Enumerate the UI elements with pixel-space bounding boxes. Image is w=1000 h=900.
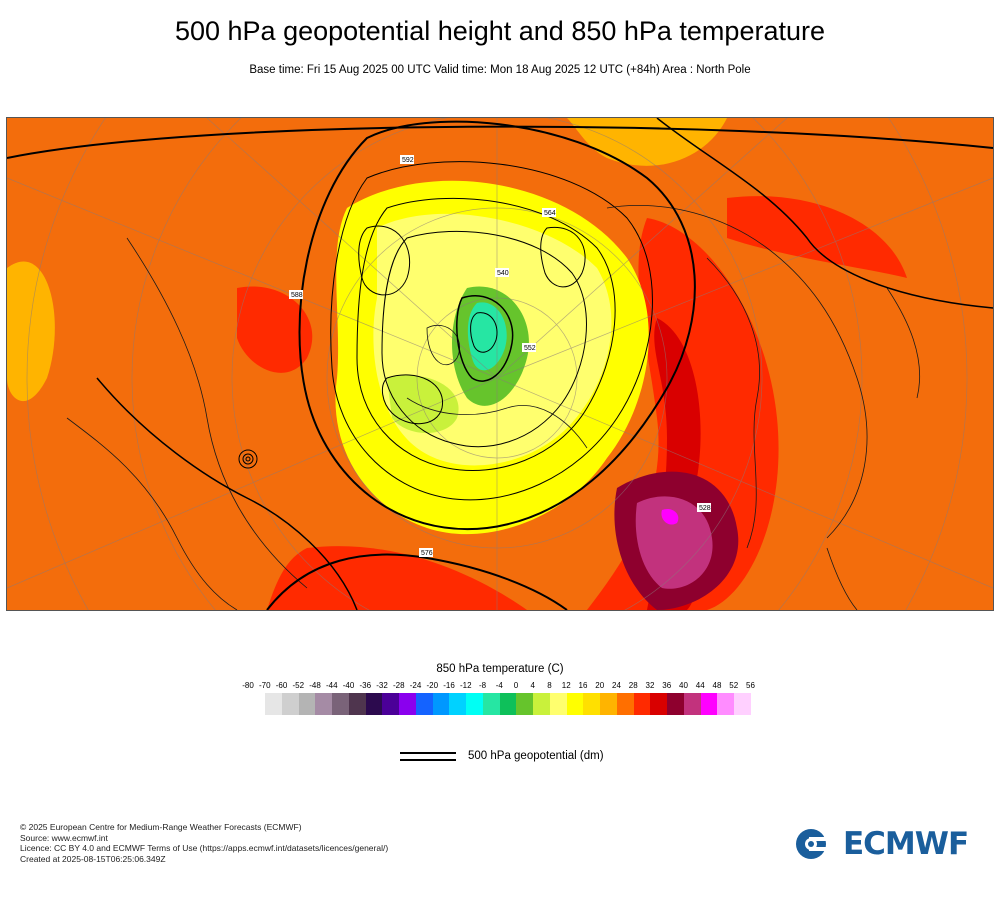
legend-swatch xyxy=(650,693,667,715)
legend-tick-label: 16 xyxy=(578,681,588,690)
legend-tick-label: -4 xyxy=(495,681,503,690)
legend-swatch xyxy=(482,693,500,715)
geopotential-contours xyxy=(7,118,993,610)
legend-swatch xyxy=(499,693,517,715)
hot-zone-west xyxy=(237,286,313,373)
legend-swatch xyxy=(281,693,299,715)
chart-title: 500 hPa geopotential height and 850 hPa … xyxy=(174,16,825,46)
legend-tick-label: 4 xyxy=(530,681,535,690)
legend-swatch xyxy=(549,693,567,715)
legend-swatch xyxy=(616,693,634,715)
legend-tick-label: 44 xyxy=(695,681,705,690)
contour-label: 540 xyxy=(497,270,509,277)
credits: © 2025 European Centre for Medium-Range … xyxy=(20,822,388,864)
geopotential-legend: 500 hPa geopotential (dm) xyxy=(400,747,604,765)
forecast-map: 592 588 576 564 552 540 528 xyxy=(6,117,994,611)
chart-subtitle: Base time: Fri 15 Aug 2025 00 UTC Valid … xyxy=(249,64,751,76)
legend-tick-label: 36 xyxy=(662,681,672,690)
legend-swatch xyxy=(583,693,600,715)
legend-swatch xyxy=(415,693,433,715)
legend-swatch xyxy=(348,693,366,715)
warm-field-yellow-west xyxy=(7,261,55,402)
legend-tick-label: -80 xyxy=(242,681,254,690)
legend-tick-label: 24 xyxy=(612,681,621,690)
legend-swatch xyxy=(717,693,734,715)
legend-tick-label: 40 xyxy=(679,681,688,690)
legend-tick-label: -24 xyxy=(409,681,422,690)
contour-label: 576 xyxy=(421,550,433,557)
legend-tick-label: -8 xyxy=(478,681,487,690)
tropical-low xyxy=(238,449,258,469)
legend-tick-label: 52 xyxy=(729,681,739,690)
legend-colorbar xyxy=(265,693,751,715)
legend-tick-label: 12 xyxy=(561,681,571,690)
legend-swatch xyxy=(315,693,332,715)
legend-tick-label: -60 xyxy=(275,681,288,690)
contour-label: 588 xyxy=(291,292,303,299)
legend-swatch xyxy=(365,693,383,715)
legend-tick-label: 28 xyxy=(628,681,638,690)
legend-tick-label: -12 xyxy=(459,681,472,690)
legend-swatch xyxy=(382,693,399,715)
legend-swatch xyxy=(633,693,651,715)
legend-swatch xyxy=(683,693,701,715)
legend-swatch xyxy=(667,693,684,715)
coastlines xyxy=(66,205,921,610)
graticule xyxy=(7,118,993,610)
contour-label: 528 xyxy=(699,505,711,512)
legend-tick-label: 48 xyxy=(712,681,722,690)
contour-label: 564 xyxy=(544,210,556,217)
legend-swatch xyxy=(566,693,584,715)
contour-label: 592 xyxy=(402,157,414,164)
legend-tick-label: -32 xyxy=(376,681,388,690)
legend-swatch xyxy=(734,693,751,715)
ecmwf-logo: ECMWF xyxy=(795,826,969,862)
legend-tick-label: 8 xyxy=(547,681,552,690)
legend-swatch xyxy=(298,693,316,715)
legend-swatch xyxy=(533,693,550,715)
legend-tick-label: 32 xyxy=(645,681,655,690)
contour-label: 552 xyxy=(524,345,536,352)
legend-swatch xyxy=(265,693,282,715)
legend-tick-label: 0 xyxy=(513,681,519,690)
legend-swatch xyxy=(466,693,483,715)
legend-tick-label: -36 xyxy=(359,681,372,690)
legend-swatch xyxy=(332,693,349,715)
contour-line-sample xyxy=(400,749,456,763)
legend-tick-label: -70 xyxy=(258,681,271,690)
contour-label-group: 592 588 576 564 552 540 528 xyxy=(289,155,711,557)
legend-tick-label: -48 xyxy=(309,681,321,690)
credit-line: Created at 2025-08-15T06:25:06.349Z xyxy=(20,853,166,864)
legend-tick-label: 56 xyxy=(746,681,755,690)
legend-tick-label: -20 xyxy=(426,681,439,690)
legend-tick-label: 20 xyxy=(595,681,605,690)
credit-line: © 2025 European Centre for Medium-Range … xyxy=(20,822,302,832)
legend-swatch xyxy=(600,693,617,715)
legend-title: 850 hPa temperature (C) xyxy=(436,663,564,675)
hot-zone-pink xyxy=(635,496,713,589)
map-canvas: 592 588 576 564 552 540 528 xyxy=(7,118,993,610)
legend-swatch xyxy=(449,693,466,715)
legend-tick-label: -40 xyxy=(342,681,355,690)
legend-swatch xyxy=(399,693,416,715)
hot-zone-magenta xyxy=(661,508,679,525)
ecmwf-logo-icon xyxy=(796,829,839,859)
legend-tick-label: -16 xyxy=(443,681,455,690)
legend-tick-label: -44 xyxy=(325,681,338,690)
legend-swatch xyxy=(516,693,533,715)
legend-swatch xyxy=(432,693,450,715)
legend-tick-label: -52 xyxy=(292,681,305,690)
legend-ticks: -80 -70 -60 -52 -48 -44 -40 -36 -32 -28 -24 -20 -16-… xyxy=(240,681,760,693)
hot-zone-northeast xyxy=(727,196,907,278)
credit-line: Source: www.ecmwf.int xyxy=(20,832,108,843)
ecmwf-logo-text: ECMWF xyxy=(843,826,969,862)
polar-cool-lime xyxy=(387,375,459,433)
geopotential-legend-label: 500 hPa geopotential (dm) xyxy=(468,750,604,762)
legend-swatch xyxy=(700,693,718,715)
credit-line: Licence: CC BY 4.0 and ECMWF Terms of Us… xyxy=(20,843,389,853)
legend-tick-label: -28 xyxy=(392,681,405,690)
